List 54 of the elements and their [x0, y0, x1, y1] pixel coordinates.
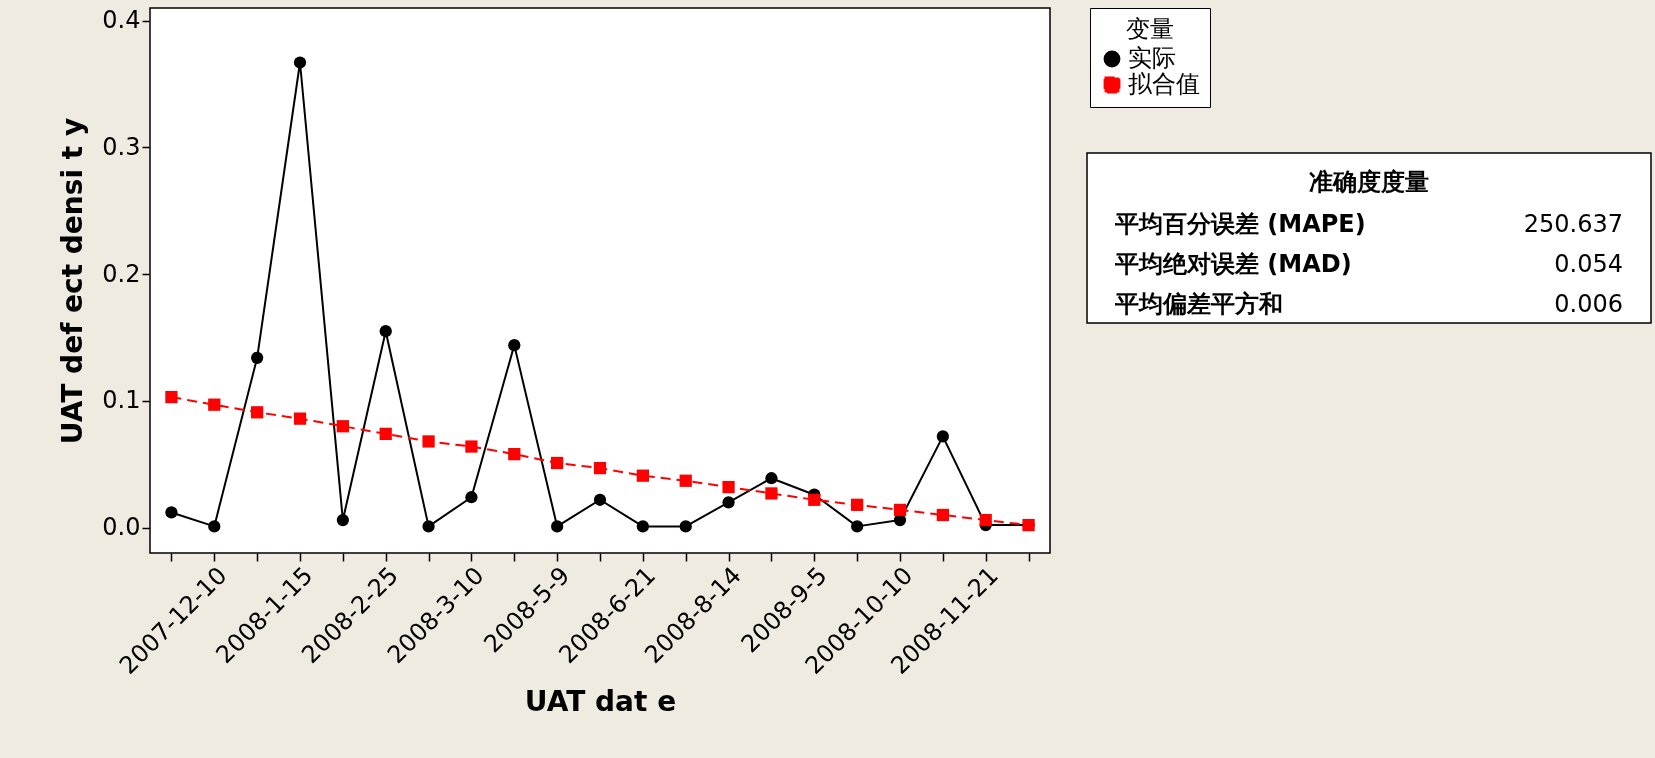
text: 平均绝对误差 (MAD) — [1114, 250, 1352, 278]
point — [765, 487, 778, 500]
legend-label: 实际 — [1128, 44, 1176, 72]
point — [379, 427, 392, 440]
point — [936, 508, 949, 522]
point — [851, 498, 864, 511]
point — [893, 503, 907, 517]
point — [593, 461, 607, 475]
y-axis-title: UAT def ect densi t y — [56, 117, 90, 445]
point — [422, 520, 435, 533]
point — [422, 435, 435, 448]
point — [508, 339, 521, 352]
point — [336, 513, 349, 527]
y-tick-label: 0.1 — [102, 386, 141, 415]
point — [936, 430, 949, 443]
point — [165, 390, 178, 404]
legend-label: 拟合值 — [1128, 70, 1200, 98]
legend-title: 变量 — [1126, 15, 1174, 43]
point — [379, 325, 392, 338]
point — [508, 448, 521, 461]
point — [208, 520, 221, 533]
point — [551, 520, 564, 533]
point — [636, 469, 649, 482]
y-tick-label: 0.0 — [102, 513, 141, 542]
point — [251, 406, 264, 419]
point — [851, 520, 864, 533]
y-tick-label: 0.3 — [102, 132, 141, 161]
point — [551, 456, 564, 470]
point — [636, 520, 649, 533]
point — [293, 56, 307, 69]
text: 0.054 — [1554, 250, 1623, 278]
y-tick-label: 0.2 — [102, 259, 141, 288]
point — [208, 398, 221, 411]
text: 准确度度量 — [1309, 168, 1429, 196]
point — [765, 472, 778, 485]
point — [722, 496, 735, 509]
point — [722, 480, 735, 494]
point — [165, 506, 178, 519]
point — [465, 440, 478, 453]
point — [293, 412, 307, 425]
point — [465, 491, 478, 504]
point — [336, 420, 349, 433]
text: 250.637 — [1523, 210, 1623, 238]
y-tick-label: 0.4 — [102, 6, 141, 35]
point — [679, 474, 692, 487]
point — [593, 493, 607, 506]
text: 平均偏差平方和 — [1114, 290, 1283, 318]
text: 平均百分误差 (MAPE) — [1114, 210, 1366, 238]
text: 0.006 — [1554, 290, 1623, 318]
point — [808, 493, 821, 506]
point — [979, 513, 992, 527]
point — [251, 351, 264, 364]
x-axis-title: UAT dat e — [524, 685, 677, 719]
point — [679, 520, 692, 533]
